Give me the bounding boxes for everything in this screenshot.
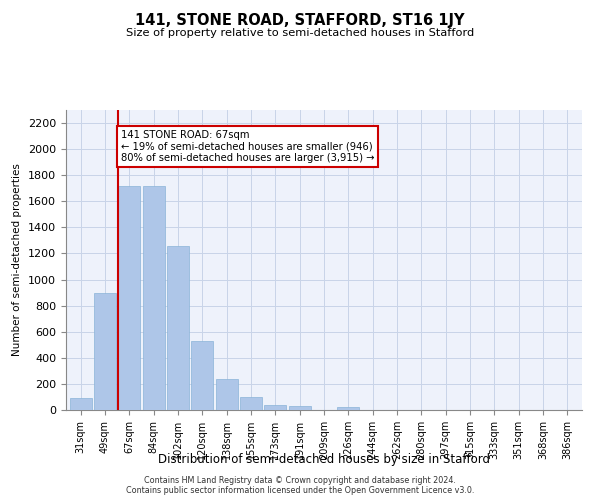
Bar [118, 186, 140, 410]
Bar [94, 292, 116, 410]
Bar [289, 406, 311, 410]
Bar [70, 398, 92, 410]
Bar [191, 341, 213, 410]
Y-axis label: Number of semi-detached properties: Number of semi-detached properties [13, 164, 22, 356]
Text: Contains HM Land Registry data © Crown copyright and database right 2024.
Contai: Contains HM Land Registry data © Crown c… [126, 476, 474, 495]
Text: 141, STONE ROAD, STAFFORD, ST16 1JY: 141, STONE ROAD, STAFFORD, ST16 1JY [135, 12, 465, 28]
Bar [215, 378, 238, 410]
Bar [265, 405, 286, 410]
Bar [143, 186, 164, 410]
Bar [240, 397, 262, 410]
Bar [167, 246, 189, 410]
Bar [337, 406, 359, 410]
Text: Size of property relative to semi-detached houses in Stafford: Size of property relative to semi-detach… [126, 28, 474, 38]
Text: Distribution of semi-detached houses by size in Stafford: Distribution of semi-detached houses by … [158, 452, 490, 466]
Text: 141 STONE ROAD: 67sqm
← 19% of semi-detached houses are smaller (946)
80% of sem: 141 STONE ROAD: 67sqm ← 19% of semi-deta… [121, 130, 374, 163]
